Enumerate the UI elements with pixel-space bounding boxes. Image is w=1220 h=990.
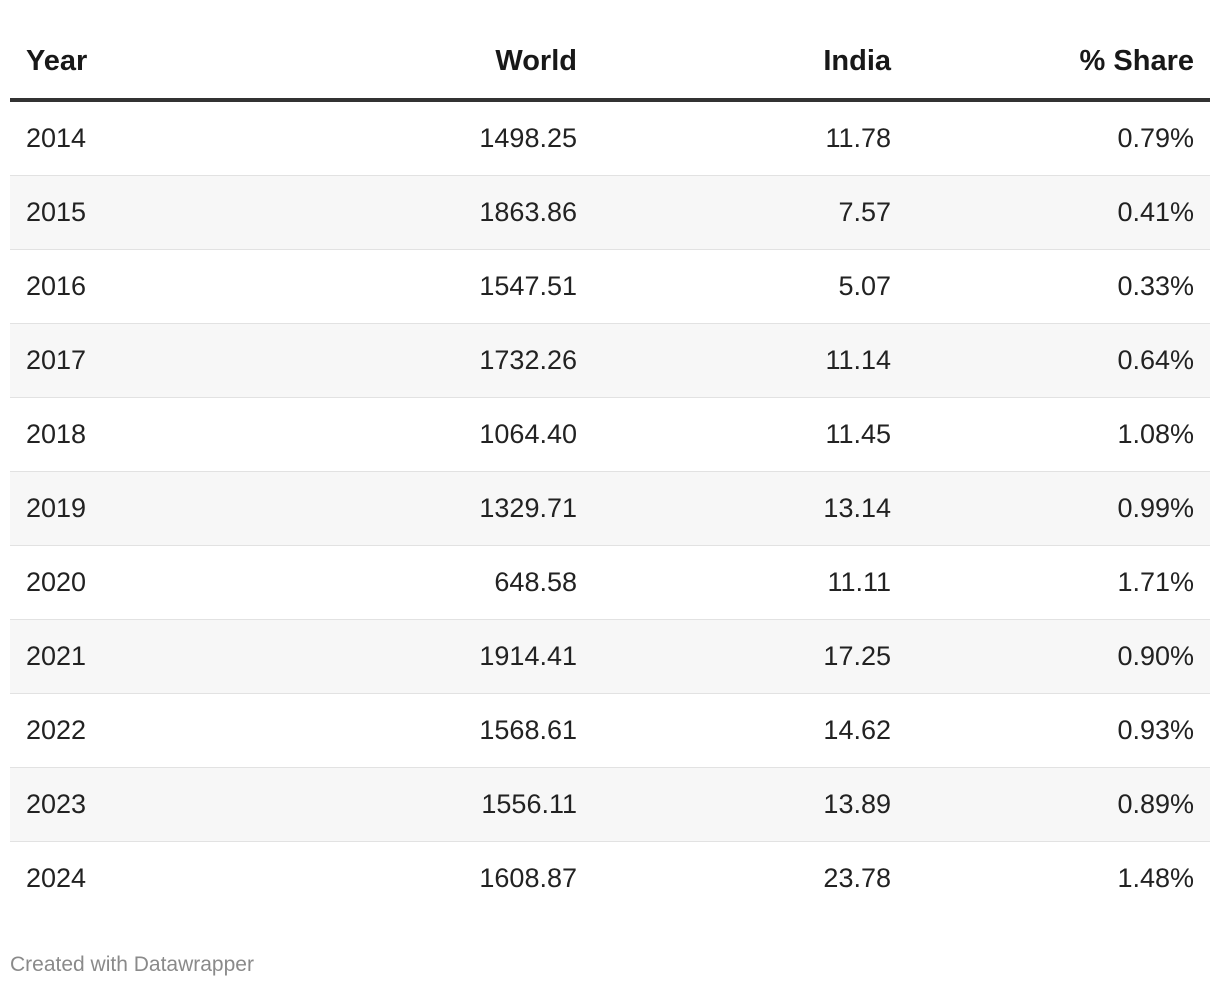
data-table-container: Year World India % Share 2014 1498.25 11.7… bbox=[10, 24, 1210, 915]
cell-india: 14.62 bbox=[593, 693, 907, 768]
cell-share: 1.71% bbox=[907, 545, 1210, 620]
table-row: 2024 1608.87 23.78 1.48% bbox=[10, 842, 1210, 916]
cell-world: 1732.26 bbox=[255, 323, 593, 398]
table-row: 2021 1914.41 17.25 0.90% bbox=[10, 619, 1210, 694]
cell-india: 13.89 bbox=[593, 767, 907, 842]
cell-india: 11.14 bbox=[593, 323, 907, 398]
cell-share: 0.90% bbox=[907, 619, 1210, 694]
table-row: 2020 648.58 11.11 1.71% bbox=[10, 545, 1210, 620]
cell-world: 648.58 bbox=[255, 545, 593, 620]
cell-india: 11.11 bbox=[593, 545, 907, 620]
column-header-share[interactable]: % Share bbox=[907, 24, 1210, 102]
cell-share: 0.33% bbox=[907, 249, 1210, 324]
header-row: Year World India % Share bbox=[10, 24, 1210, 102]
cell-share: 0.41% bbox=[907, 175, 1210, 250]
cell-world: 1547.51 bbox=[255, 249, 593, 324]
cell-share: 0.64% bbox=[907, 323, 1210, 398]
table-row: 2017 1732.26 11.14 0.64% bbox=[10, 323, 1210, 398]
table-header: Year World India % Share bbox=[10, 24, 1210, 102]
cell-share: 0.79% bbox=[907, 100, 1210, 176]
cell-year: 2018 bbox=[10, 397, 255, 472]
cell-world: 1914.41 bbox=[255, 619, 593, 694]
column-header-india[interactable]: India bbox=[593, 24, 907, 102]
cell-year: 2024 bbox=[26, 863, 87, 893]
cell-year: 2020 bbox=[10, 545, 255, 620]
cell-share: 1.48% bbox=[1117, 863, 1194, 893]
column-header-world[interactable]: World bbox=[255, 24, 593, 102]
table-row: 2023 1556.11 13.89 0.89% bbox=[10, 767, 1210, 842]
data-table: Year World India % Share 2014 1498.25 11.7… bbox=[10, 24, 1210, 915]
cell-year: 2016 bbox=[10, 249, 255, 324]
cell-year: 2022 bbox=[10, 693, 255, 768]
table-row: 2019 1329.71 13.14 0.99% bbox=[10, 471, 1210, 546]
cell-world: 1498.25 bbox=[255, 100, 593, 176]
cell-year: 2015 bbox=[10, 175, 255, 250]
cell-share: 0.99% bbox=[907, 471, 1210, 546]
table-row: 2018 1064.40 11.45 1.08% bbox=[10, 397, 1210, 472]
cell-year: 2021 bbox=[10, 619, 255, 694]
cell-year: 2019 bbox=[10, 471, 255, 546]
cell-india: 11.45 bbox=[593, 397, 907, 472]
cell-india: 5.07 bbox=[593, 249, 907, 324]
cell-india: 23.78 bbox=[823, 863, 891, 893]
cell-year: 2017 bbox=[10, 323, 255, 398]
cell-world: 1863.86 bbox=[255, 175, 593, 250]
cell-year: 2023 bbox=[10, 767, 255, 842]
table-body: 2014 1498.25 11.78 0.79% 2015 1863.86 7.57 0.41… bbox=[10, 100, 1210, 915]
cell-india: 11.78 bbox=[593, 100, 907, 176]
cell-india: 17.25 bbox=[593, 619, 907, 694]
cell-year: 2014 bbox=[10, 100, 255, 176]
table-row: 2022 1568.61 14.62 0.93% bbox=[10, 693, 1210, 768]
cell-world: 1329.71 bbox=[255, 471, 593, 546]
cell-india: 7.57 bbox=[593, 175, 907, 250]
table-row: 2014 1498.25 11.78 0.79% bbox=[10, 100, 1210, 176]
cell-world: 1568.61 bbox=[255, 693, 593, 768]
table-row: 2015 1863.86 7.57 0.41% bbox=[10, 175, 1210, 250]
cell-world: 1556.11 bbox=[255, 767, 593, 842]
cell-share: 0.93% bbox=[907, 693, 1210, 768]
cell-share: 1.08% bbox=[907, 397, 1210, 472]
table-row: 2016 1547.51 5.07 0.33% bbox=[10, 249, 1210, 324]
cell-share: 0.89% bbox=[907, 767, 1210, 842]
datawrapper-credit: Created with Datawrapper bbox=[10, 953, 254, 976]
cell-world: 1064.40 bbox=[255, 397, 593, 472]
cell-india: 13.14 bbox=[593, 471, 907, 546]
column-header-year[interactable]: Year bbox=[10, 24, 255, 102]
cell-world: 1608.87 bbox=[479, 863, 577, 893]
